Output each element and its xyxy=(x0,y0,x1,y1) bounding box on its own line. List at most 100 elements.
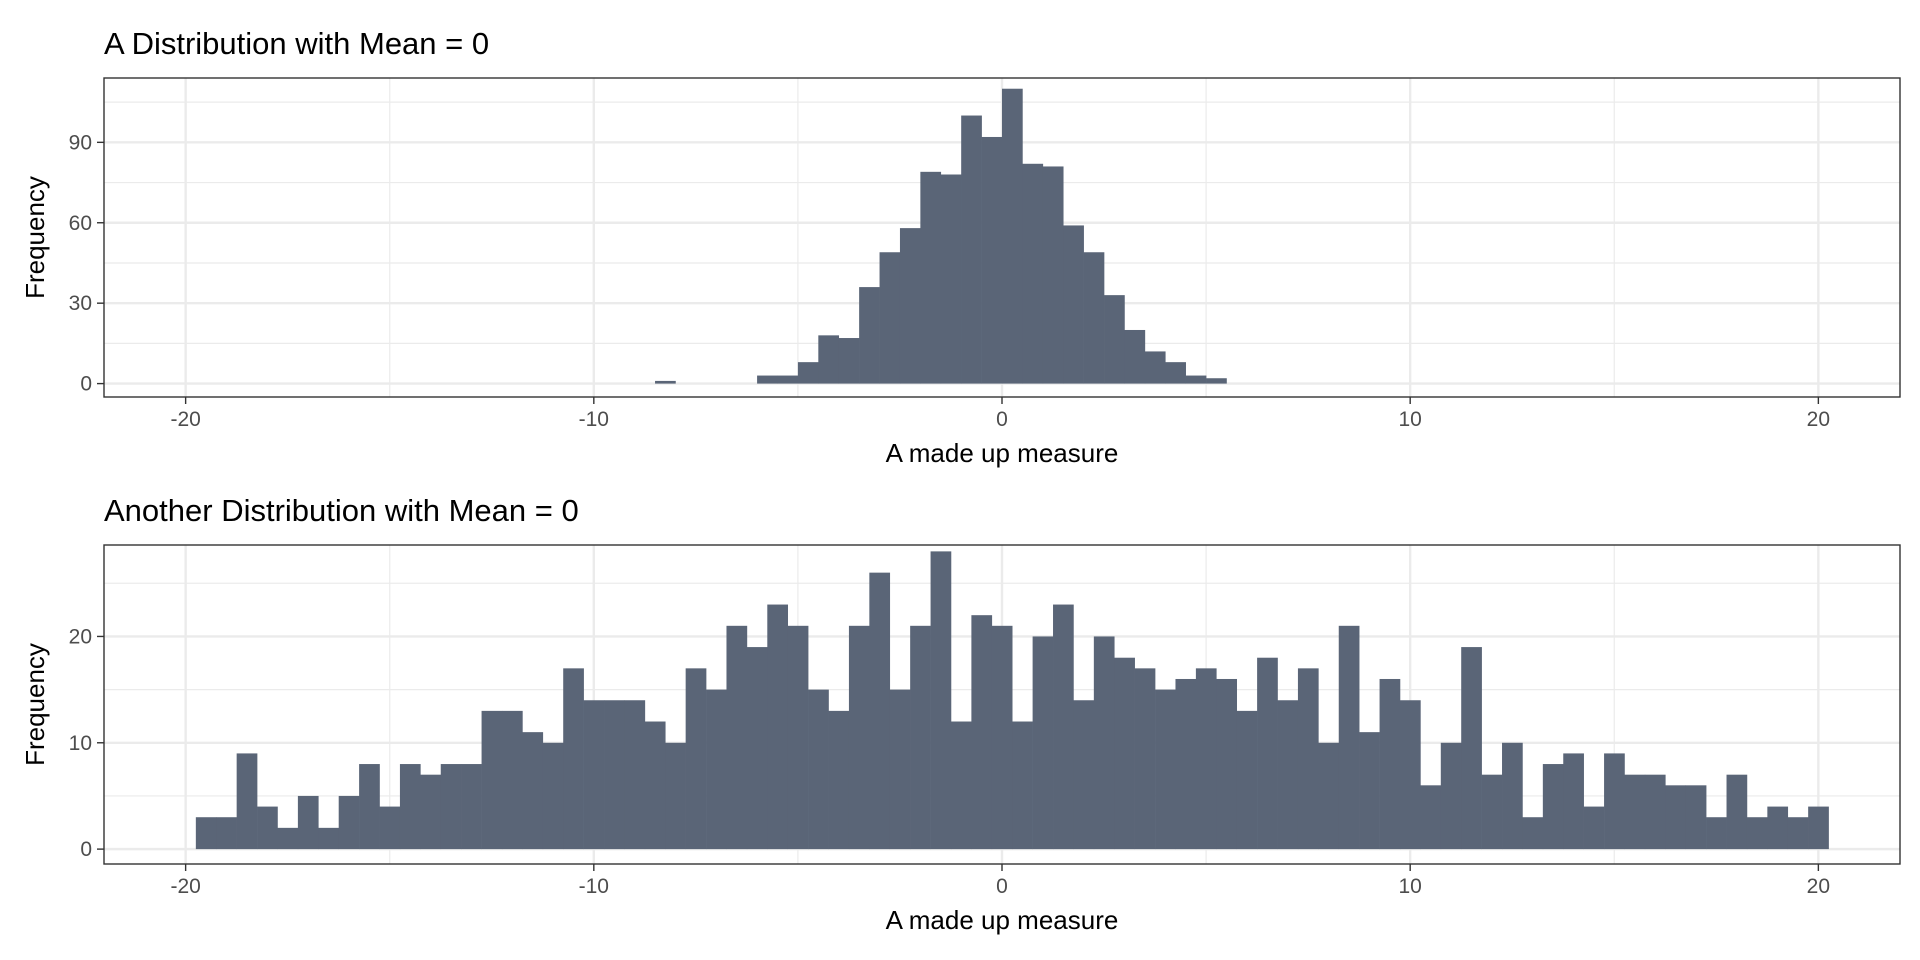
histogram-bar xyxy=(481,710,503,850)
histogram-bar xyxy=(818,335,840,384)
histogram-bar xyxy=(1134,668,1156,850)
y-tick-label: 0 xyxy=(80,373,92,396)
histogram-bar xyxy=(1665,785,1687,850)
histogram-bar xyxy=(859,287,880,384)
y-axis-title: Frequency xyxy=(20,176,50,299)
histogram-bar xyxy=(1175,678,1197,850)
histogram-bar xyxy=(1022,163,1044,384)
y-tick-label: 30 xyxy=(69,292,92,315)
x-tick-label: 10 xyxy=(1399,875,1422,898)
histogram-bar xyxy=(277,827,299,850)
histogram-bar xyxy=(1359,732,1380,850)
y-tick-label: 0 xyxy=(80,838,92,861)
histogram-bar xyxy=(1420,785,1442,850)
histogram-bar xyxy=(1604,753,1625,850)
histogram-bar xyxy=(1185,375,1207,384)
histogram-bar xyxy=(1012,721,1033,850)
histogram-bar xyxy=(624,700,646,850)
histogram-bar xyxy=(879,252,901,384)
histogram-bar xyxy=(1767,806,1789,850)
x-axis-title: A made up measure xyxy=(886,438,1119,468)
x-tick-label: 10 xyxy=(1399,408,1422,431)
histogram-bar xyxy=(838,338,860,384)
y-tick-label: 20 xyxy=(69,625,92,648)
histogram-bar xyxy=(1114,657,1135,850)
histogram-bar xyxy=(746,647,768,850)
histogram-bar xyxy=(940,174,962,384)
histogram-bar xyxy=(583,700,605,850)
histogram-bar xyxy=(236,753,258,850)
histogram-bar xyxy=(461,764,482,850)
histogram-bar xyxy=(930,551,952,850)
histogram-bar xyxy=(257,806,278,850)
histogram-bar xyxy=(379,806,401,850)
histogram-bar xyxy=(828,710,850,850)
histogram-bar xyxy=(1042,166,1064,384)
histogram-bar xyxy=(216,817,237,850)
histogram-bar xyxy=(1542,764,1564,850)
histogram-bar xyxy=(1685,785,1707,850)
histogram-bar xyxy=(1195,668,1217,850)
histogram-bar xyxy=(1206,378,1227,384)
histogram-bar xyxy=(1338,625,1360,850)
histogram-bar xyxy=(1083,252,1105,384)
histogram-bar xyxy=(399,764,421,850)
histogram-bar xyxy=(563,668,584,850)
histogram-bar xyxy=(1216,678,1238,850)
histogram-panel-top: -20 -10 0 10 20 0 30 60 90 A Distribution with Me… xyxy=(20,26,1901,468)
histogram-bar xyxy=(318,827,340,850)
histogram-bar xyxy=(899,228,921,384)
histogram-bar xyxy=(1522,817,1544,850)
x-tick-label: 0 xyxy=(996,408,1008,431)
histogram-bar xyxy=(991,625,1013,850)
histogram-bar xyxy=(1399,700,1421,850)
histogram-bar xyxy=(542,742,564,850)
histogram-bar xyxy=(1706,817,1727,850)
x-tick-label: 20 xyxy=(1807,875,1830,898)
x-tick-label: -10 xyxy=(579,408,609,431)
histogram-bar xyxy=(1297,668,1319,850)
histogram-bar xyxy=(1461,647,1482,850)
histogram-bar xyxy=(1624,774,1646,850)
histogram-bar xyxy=(195,817,217,850)
chart-title: A Distribution with Mean = 0 xyxy=(104,26,489,61)
histogram-bar xyxy=(726,625,748,850)
histogram-bar xyxy=(950,721,972,850)
y-tick-label: 10 xyxy=(69,732,92,755)
histogram-bar xyxy=(644,721,666,850)
histogram-bar xyxy=(665,742,686,850)
histogram-bar xyxy=(440,764,462,850)
histogram-bar xyxy=(359,764,380,850)
histogram-bar xyxy=(1124,329,1146,384)
histogram-bar xyxy=(706,689,727,850)
x-tick-label: 0 xyxy=(996,875,1008,898)
x-axis-title: A made up measure xyxy=(886,905,1119,935)
histogram-bar xyxy=(889,689,911,850)
histogram-bar xyxy=(1563,753,1584,850)
histogram-bar xyxy=(1093,636,1115,850)
histogram-bar xyxy=(808,689,829,850)
histogram-bar xyxy=(1644,774,1666,850)
histogram-bar xyxy=(1440,742,1462,850)
histogram-bar xyxy=(1053,604,1074,850)
histogram-bar xyxy=(777,375,799,384)
histogram-bar xyxy=(655,380,676,384)
histogram-bar xyxy=(1787,817,1809,850)
histogram-bar xyxy=(604,700,625,850)
histogram-bar xyxy=(971,615,993,850)
x-tick-label: -20 xyxy=(170,408,200,431)
histogram-bar xyxy=(1236,710,1258,850)
y-tick-label: 90 xyxy=(69,131,92,154)
histogram-bar xyxy=(757,375,778,384)
histogram-bar xyxy=(961,115,982,384)
histogram-bar xyxy=(797,362,819,384)
histogram-bar xyxy=(1002,88,1023,384)
histogram-bar xyxy=(1155,689,1176,850)
histogram-bar xyxy=(501,710,523,850)
chart-title: Another Distribution with Mean = 0 xyxy=(104,493,579,528)
histogram-bar xyxy=(522,732,544,850)
histogram-bar xyxy=(1481,774,1503,850)
histogram-bar xyxy=(297,795,319,850)
histogram-bar xyxy=(848,625,870,850)
histogram-bar xyxy=(420,774,442,850)
